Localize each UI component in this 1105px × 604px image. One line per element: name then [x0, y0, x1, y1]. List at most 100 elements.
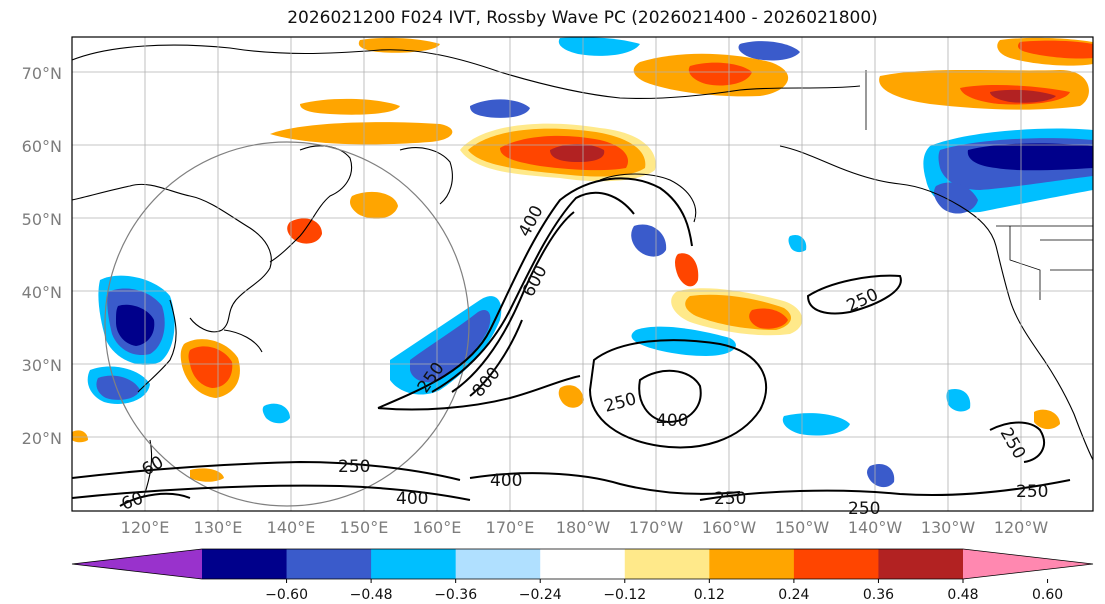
colorbar-tick-label: −0.48 [350, 587, 393, 603]
contour-label: 400 [656, 411, 688, 431]
anomaly-fill [631, 326, 736, 356]
colorbar-tick-label: −0.12 [603, 587, 646, 603]
lat-tick-label: 40°N [22, 283, 62, 302]
colorbar-tick-label: −0.60 [265, 587, 308, 603]
latitude-labels: 70°N 60°N 50°N 40°N 30°N 20°N [22, 64, 62, 448]
colorbar-outline [71, 548, 1094, 580]
anomaly-fill [934, 182, 978, 214]
colorbar-segment [202, 549, 288, 579]
anomaly-fill [1018, 40, 1093, 59]
colorbar: −0.60 −0.48 −0.36 −0.24 −0.12 0.12 0.24 0.36 0.4… [71, 548, 1094, 603]
ivt-contour-250 [377, 375, 581, 411]
anomaly-fill [558, 37, 640, 56]
colorbar-tick-label: −0.36 [434, 587, 477, 603]
colorbar-extend-high [963, 549, 1093, 579]
ivt-contour-250 [699, 479, 1071, 501]
lon-tick-label: 150°E [340, 518, 389, 537]
coastline [72, 183, 272, 333]
ivt-contour-600 [119, 492, 191, 507]
lat-tick-label: 20°N [22, 429, 62, 448]
ivt-contour-250 [72, 460, 461, 481]
colorbar-tick-label: 0.24 [778, 587, 809, 603]
lon-tick-label: 140°W [848, 518, 903, 537]
anomaly-fill [782, 413, 850, 436]
colorbar-segments [71, 548, 1094, 580]
colorbar-segment [286, 549, 372, 579]
lon-tick-label: 160°E [413, 518, 462, 537]
colorbar-segment [709, 549, 795, 579]
colorbar-extend-low [72, 549, 202, 579]
lon-tick-label: 180°W [556, 518, 611, 537]
ivt-contour-250 [377, 177, 693, 409]
anomaly-fill [96, 375, 140, 400]
map-background [72, 37, 1093, 511]
contour-label: 400 [490, 471, 522, 491]
lat-tick-label: 50°N [22, 210, 62, 229]
coastline [779, 145, 1093, 461]
contour-label: 250 [338, 457, 370, 477]
colorbar-tick-label: 0.36 [863, 587, 894, 603]
anomaly-fills [72, 37, 1093, 488]
anomaly-fill [72, 430, 88, 443]
anomaly-fill [550, 144, 605, 162]
colorbar-tick-label: 0.48 [947, 587, 978, 603]
anomaly-fill [558, 385, 584, 408]
anomaly-fill [300, 98, 400, 115]
map-title: 2026021200 F024 IVT, Rossby Wave PC (202… [287, 8, 878, 28]
ivt-contour-250 [806, 274, 902, 315]
ivt-contour-400 [469, 472, 741, 495]
ivt-contour-400 [431, 191, 635, 393]
gridlines [72, 37, 1093, 511]
colorbar-tick-label: −0.24 [519, 587, 562, 603]
map-frame [71, 36, 1094, 512]
lon-tick-label: 130°W [921, 518, 976, 537]
coastline [223, 329, 263, 353]
ivt-contours [72, 177, 1071, 507]
anomaly-fill [262, 403, 290, 424]
anomaly-fill [675, 253, 699, 287]
coastline [72, 44, 861, 100]
colorbar-segment [540, 549, 626, 579]
lon-tick-label: 150°W [775, 518, 830, 537]
anomaly-fill [688, 62, 752, 86]
anomaly-fill [270, 122, 453, 145]
lat-tick-label: 60°N [22, 137, 62, 156]
border-line [1009, 226, 1041, 300]
anomaly-fill [946, 388, 971, 412]
anomaly-fill [749, 308, 788, 329]
colorbar-segment [455, 549, 541, 579]
lon-tick-label: 120°W [994, 518, 1049, 537]
region-circle [104, 141, 470, 507]
ivt-contour-800 [469, 319, 523, 397]
political-borders [865, 70, 1093, 300]
lon-tick-label: 170°W [629, 518, 684, 537]
anomaly-fill [631, 224, 667, 257]
lon-tick-label: 170°E [486, 518, 535, 537]
ivt-contour-400 [638, 369, 702, 424]
coastline [137, 299, 177, 393]
ivt-contour-250 [989, 421, 1045, 463]
ivt-contour-600 [451, 211, 575, 393]
colorbar-labels: −0.60 −0.48 −0.36 −0.24 −0.12 0.12 0.24 0.36 0.4… [265, 579, 1063, 603]
colorbar-segment [371, 549, 457, 579]
coastline [399, 147, 453, 205]
contour-label: 250 [1016, 482, 1048, 502]
ivt-contour-250 [588, 339, 768, 449]
anomaly-fill [867, 463, 895, 488]
colorbar-tick-label: 0.12 [694, 587, 725, 603]
colorbar-segment [793, 549, 879, 579]
contour-label: 400 [396, 489, 428, 509]
anomaly-fill [350, 191, 398, 219]
ivt-contour-400 [72, 484, 471, 501]
lat-tick-label: 30°N [22, 356, 62, 375]
lon-tick-label: 130°E [194, 518, 243, 537]
anomaly-fill [738, 41, 800, 61]
anomaly-fill [358, 37, 440, 53]
lon-tick-label: 120°E [121, 518, 170, 537]
anomaly-fill [990, 89, 1056, 103]
colorbar-segment [624, 549, 710, 579]
longitude-labels: 120°E 130°E 140°E 150°E 160°E 170°E 180°… [121, 518, 1049, 537]
anomaly-fill [190, 468, 224, 482]
anomaly-fill [967, 143, 1093, 171]
